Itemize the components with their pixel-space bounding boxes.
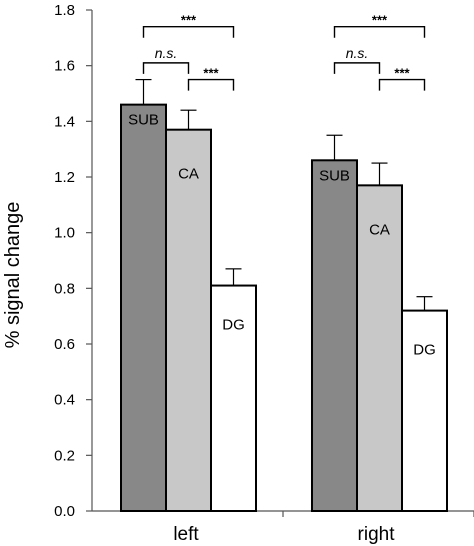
significance-bracket bbox=[142, 62, 190, 74]
ns-label: n.s. bbox=[346, 45, 369, 61]
bar-sub-left bbox=[120, 103, 167, 512]
bar-label: DG bbox=[413, 342, 436, 359]
bar-label: DG bbox=[222, 317, 245, 334]
bar-label: CA bbox=[369, 221, 390, 238]
significance-stars: *** bbox=[181, 13, 197, 28]
significance-bracket bbox=[142, 26, 235, 38]
y-tick-label: 0.4 bbox=[54, 392, 75, 409]
bar-ca-left bbox=[165, 128, 212, 513]
axes: 0.0 0.2 0.4 0.6 0.8 1.0 1.2 1.4 1.6 1.8 left right bbox=[54, 2, 474, 545]
y-tick-label: 1.8 bbox=[54, 2, 75, 19]
error-bars bbox=[135, 78, 433, 311]
bar-label: SUB bbox=[128, 112, 159, 129]
significance-bracket bbox=[378, 78, 426, 91]
significance-bracket bbox=[333, 62, 381, 74]
y-tick-label: 0.6 bbox=[54, 336, 75, 353]
significance-bracket bbox=[333, 26, 426, 38]
bar-label: SUB bbox=[319, 167, 350, 184]
significance-stars: *** bbox=[372, 13, 388, 28]
ns-label: n.s. bbox=[155, 45, 178, 61]
y-tick-label: 1.4 bbox=[54, 113, 75, 130]
y-tick-label: 1.6 bbox=[54, 58, 75, 75]
y-axis-label: % signal change bbox=[2, 202, 24, 349]
bar-sub-right bbox=[311, 159, 358, 513]
x-category-label: right bbox=[358, 524, 396, 545]
significance-stars: *** bbox=[203, 66, 219, 81]
significance-bracket bbox=[187, 78, 235, 91]
y-tick-label: 0.0 bbox=[54, 503, 75, 520]
bar-label: CA bbox=[178, 166, 199, 183]
x-category-label: left bbox=[173, 524, 199, 545]
y-tick-label: 0.2 bbox=[54, 447, 75, 464]
bars: SUB CA DG SUB CA DG bbox=[120, 103, 448, 513]
bar-dg-right bbox=[401, 309, 448, 512]
y-tick-label: 1.0 bbox=[54, 225, 75, 242]
y-tick-label: 0.8 bbox=[54, 280, 75, 297]
significance-brackets: *** n.s. *** *** n.s. *** bbox=[142, 13, 426, 91]
bar-dg-left bbox=[210, 284, 257, 512]
y-tick-label: 1.2 bbox=[54, 169, 75, 186]
significance-stars: *** bbox=[394, 66, 410, 81]
